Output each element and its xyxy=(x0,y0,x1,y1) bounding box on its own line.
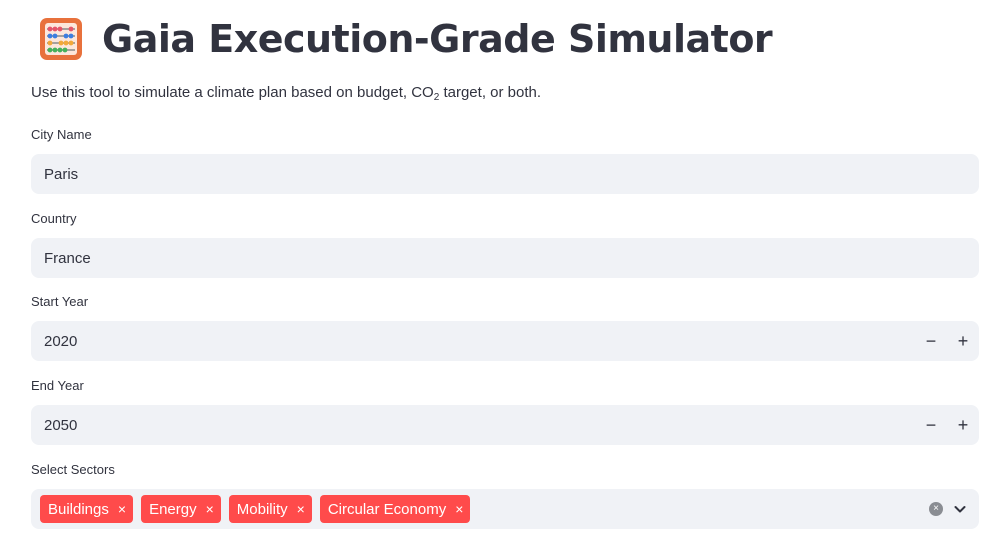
start-year-field: Start Year 2020 − + xyxy=(31,293,979,361)
sector-tag-label: Circular Economy xyxy=(327,500,447,518)
sectors-field: Select Sectors Buildings × Energy × Mobi… xyxy=(31,461,979,529)
city-input[interactable]: Paris xyxy=(31,154,979,194)
city-label: City Name xyxy=(31,127,92,142)
end-year-label: End Year xyxy=(31,378,84,393)
country-value: France xyxy=(44,249,91,267)
country-label: Country xyxy=(31,211,77,226)
country-input[interactable]: France xyxy=(31,238,979,278)
selected-sector-tags: Buildings × Energy × Mobility × Circular… xyxy=(40,495,929,523)
city-field: City Name Paris xyxy=(31,126,979,194)
sector-tag-circular-economy: Circular Economy × xyxy=(319,495,471,523)
page-title: Gaia Execution-Grade Simulator xyxy=(102,17,773,61)
sectors-multiselect[interactable]: Buildings × Energy × Mobility × Circular… xyxy=(31,489,979,529)
abacus-icon xyxy=(40,18,82,60)
remove-energy-icon[interactable]: × xyxy=(205,501,214,517)
start-year-decrement-button[interactable]: − xyxy=(925,330,937,351)
description-text: Use this tool to simulate a climate plan… xyxy=(31,84,542,103)
start-year-value: 2020 xyxy=(44,332,78,350)
sector-tag-energy: Energy × xyxy=(141,495,221,523)
sector-tag-label: Energy xyxy=(149,500,197,518)
country-field: Country France xyxy=(31,210,979,278)
sector-tag-label: Mobility xyxy=(236,500,288,518)
end-year-input[interactable]: 2050 − + xyxy=(31,405,979,445)
end-year-value: 2050 xyxy=(44,416,78,434)
sector-tag-mobility: Mobility × xyxy=(228,495,312,523)
app-header: Gaia Execution-Grade Simulator xyxy=(38,14,773,64)
sector-tag-buildings: Buildings × xyxy=(40,495,134,523)
start-year-input[interactable]: 2020 − + xyxy=(31,321,979,361)
end-year-decrement-button[interactable]: − xyxy=(925,414,937,435)
start-year-stepper: − + xyxy=(915,321,979,361)
end-year-field: End Year 2050 − + xyxy=(31,377,979,445)
start-year-label: Start Year xyxy=(31,294,89,309)
city-value: Paris xyxy=(44,165,79,183)
start-year-increment-button[interactable]: + xyxy=(957,330,969,351)
end-year-increment-button[interactable]: + xyxy=(957,414,969,435)
multiselect-controls: × xyxy=(929,502,979,516)
remove-mobility-icon[interactable]: × xyxy=(296,501,305,517)
sector-tag-label: Buildings xyxy=(48,500,109,518)
end-year-stepper: − + xyxy=(915,405,979,445)
clear-all-icon[interactable]: × xyxy=(929,502,943,516)
chevron-down-icon[interactable] xyxy=(953,502,967,516)
remove-circular-economy-icon[interactable]: × xyxy=(455,501,464,517)
sectors-label: Select Sectors xyxy=(31,462,115,477)
remove-buildings-icon[interactable]: × xyxy=(117,501,127,517)
